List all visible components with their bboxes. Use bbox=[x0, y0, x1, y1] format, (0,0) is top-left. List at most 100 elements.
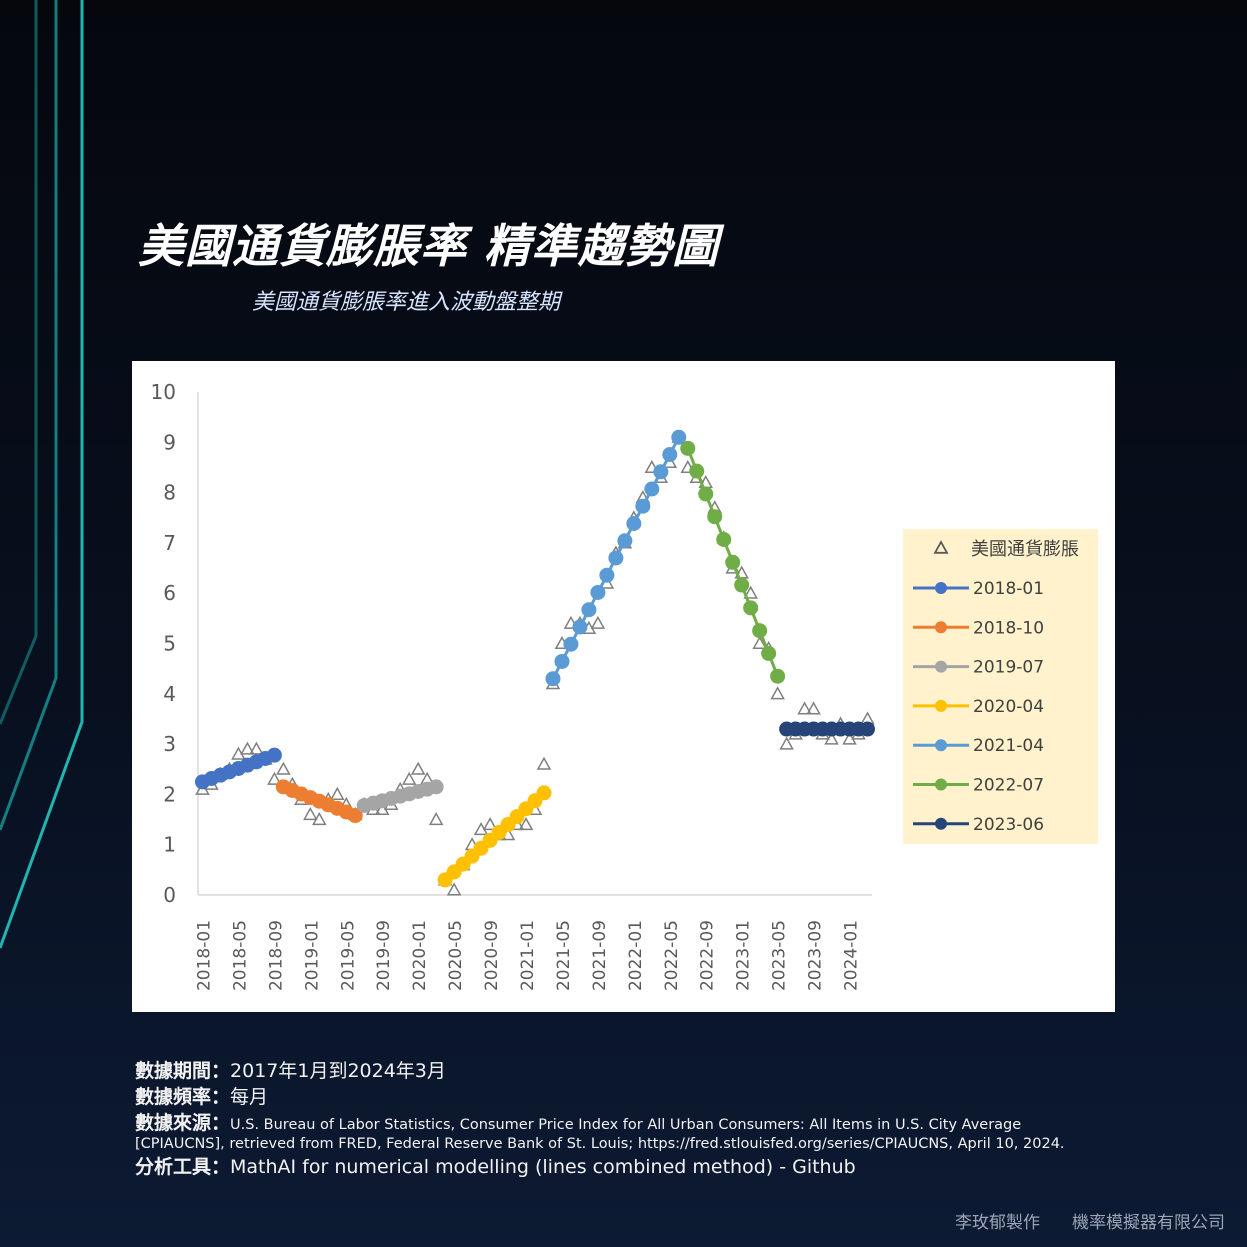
author-credit: 李玫郁製作 bbox=[955, 1213, 1040, 1233]
legend-label-2018-10: 2018-10 bbox=[973, 618, 1044, 638]
series-point-2018-01 bbox=[266, 747, 282, 763]
legend-label-2021-04: 2021-04 bbox=[973, 736, 1044, 756]
series-point-2022-07 bbox=[761, 645, 777, 661]
y-tick-label: 10 bbox=[151, 380, 176, 404]
series-point-2023-06 bbox=[860, 721, 876, 737]
y-tick-label: 0 bbox=[163, 883, 176, 907]
series-point-2021-04 bbox=[626, 515, 642, 531]
data-period: 數據期間：2017年1月到2024年3月 bbox=[135, 1060, 446, 1082]
series-point-2020-04 bbox=[536, 785, 552, 801]
y-tick-label: 6 bbox=[163, 581, 176, 605]
observed-point bbox=[779, 736, 794, 750]
observed-point bbox=[536, 756, 552, 770]
x-tick-label: 2019-05 bbox=[338, 920, 358, 991]
legend-marker-2021-04 bbox=[935, 739, 947, 752]
series-point-2021-04 bbox=[608, 550, 624, 566]
x-tick-label: 2023-05 bbox=[770, 920, 790, 991]
observed-point bbox=[240, 741, 255, 755]
series-point-2019-07 bbox=[428, 779, 444, 795]
x-tick-label: 2023-09 bbox=[806, 920, 826, 991]
legend-marker-2018-01 bbox=[935, 582, 947, 594]
observed-point bbox=[806, 701, 821, 715]
observed-point bbox=[303, 806, 318, 821]
observed-point bbox=[446, 882, 462, 896]
company-credit: 機率模擬器有限公司 bbox=[1072, 1213, 1225, 1233]
analysis-tool: 分析工具：MathAI for numerical modelling (lin… bbox=[135, 1156, 856, 1178]
legend-symbol-observed bbox=[933, 540, 949, 554]
y-tick-label: 5 bbox=[163, 632, 176, 656]
observed-point bbox=[428, 812, 444, 826]
x-tick-label: 2021-01 bbox=[518, 920, 538, 991]
legend-label-observed: 美國通貨膨脹 bbox=[971, 539, 1079, 560]
legend-label-2019-07: 2019-07 bbox=[973, 658, 1044, 678]
x-tick-label: 2019-09 bbox=[374, 920, 394, 991]
series-point-2021-04 bbox=[599, 567, 615, 583]
observed-point bbox=[401, 771, 417, 785]
observed-point bbox=[797, 701, 812, 715]
series-point-2021-04 bbox=[617, 533, 633, 549]
legend-box bbox=[903, 529, 1098, 844]
observed-point bbox=[276, 761, 291, 775]
series-point-2022-07 bbox=[698, 486, 714, 502]
x-tick-label: 2022-09 bbox=[698, 920, 718, 991]
page-title: 美國通貨膨脹率 精準趨勢圖 bbox=[138, 219, 720, 273]
observed-point bbox=[482, 817, 498, 831]
x-tick-label: 2023-01 bbox=[734, 920, 754, 991]
observed-point bbox=[410, 761, 426, 775]
observed-point bbox=[249, 741, 264, 755]
x-tick-label: 2024-01 bbox=[842, 920, 862, 991]
series-point-2021-04 bbox=[653, 464, 669, 480]
series-point-2022-07 bbox=[725, 554, 741, 570]
observed-point bbox=[743, 585, 758, 599]
x-tick-label: 2020-09 bbox=[482, 920, 502, 991]
observed-point bbox=[590, 615, 606, 629]
chart: 0 1 2 3 4 5 6 7 8 9 10 2018-01 2018-05 2018-09 2019-01… bbox=[151, 380, 1098, 991]
data-frequency: 數據頻率：每月 bbox=[135, 1086, 269, 1108]
x-tick-label: 2018-05 bbox=[230, 920, 250, 991]
series-point-2022-07 bbox=[716, 531, 732, 547]
x-tick-label: 2018-01 bbox=[194, 920, 214, 991]
observed-point bbox=[824, 731, 839, 745]
series-point-2021-04 bbox=[572, 619, 588, 635]
observed-point bbox=[644, 459, 660, 473]
observed-point bbox=[770, 686, 785, 700]
credits: 李玫郁製作 機率模擬器有限公司 bbox=[955, 1208, 1225, 1233]
legend-label-2018-01: 2018-01 bbox=[973, 579, 1044, 599]
observed-point bbox=[330, 786, 345, 800]
y-tick-label: 9 bbox=[163, 430, 176, 454]
series-point-2021-04 bbox=[662, 447, 678, 463]
series-point-2021-04 bbox=[671, 429, 687, 445]
observed-point bbox=[518, 817, 534, 831]
legend-marker-2023-06 bbox=[935, 817, 947, 830]
series-point-2021-04 bbox=[581, 602, 597, 618]
observed-point bbox=[267, 771, 282, 785]
legend-marker-2018-10 bbox=[935, 621, 947, 634]
legend-marker-2019-07 bbox=[935, 660, 947, 673]
y-tick-label: 7 bbox=[163, 531, 176, 555]
x-tick-label: 2022-01 bbox=[626, 920, 646, 991]
series-point-2021-04 bbox=[590, 584, 606, 600]
series-point-2021-04 bbox=[554, 653, 570, 669]
x-tick-label: 2018-09 bbox=[266, 920, 286, 991]
series-point-2018-10 bbox=[347, 808, 363, 824]
x-tick-label: 2019-01 bbox=[302, 920, 322, 991]
observed-point bbox=[312, 812, 327, 826]
x-tick-label: 2022-05 bbox=[662, 920, 682, 991]
legend-marker-2022-07 bbox=[935, 778, 947, 791]
series-point-2021-04 bbox=[635, 498, 651, 514]
x-tick-label: 2021-05 bbox=[554, 920, 574, 991]
legend-label-2020-04: 2020-04 bbox=[973, 697, 1044, 717]
legend-label-2023-06: 2023-06 bbox=[973, 815, 1044, 835]
footer: 數據期間：2017年1月到2024年3月 數據頻率：每月 數據來源：U.S. B… bbox=[135, 1058, 1065, 1180]
x-tick-label: 2020-05 bbox=[446, 920, 466, 991]
series-point-2022-07 bbox=[689, 463, 705, 479]
x-tick-label: 2021-09 bbox=[590, 920, 610, 991]
series-point-2022-07 bbox=[707, 509, 723, 525]
series-point-2022-07 bbox=[752, 623, 768, 639]
chart-panel: 0 1 2 3 4 5 6 7 8 9 10 2018-01 2018-05 2018-09 2019-01… bbox=[132, 361, 1115, 1012]
page-subtitle: 美國通貨膨脹率進入波動盤整期 bbox=[252, 290, 561, 315]
legend-label-2022-07: 2022-07 bbox=[973, 776, 1044, 796]
series-point-2022-07 bbox=[770, 668, 786, 684]
x-tick-label: 2020-01 bbox=[410, 920, 430, 991]
